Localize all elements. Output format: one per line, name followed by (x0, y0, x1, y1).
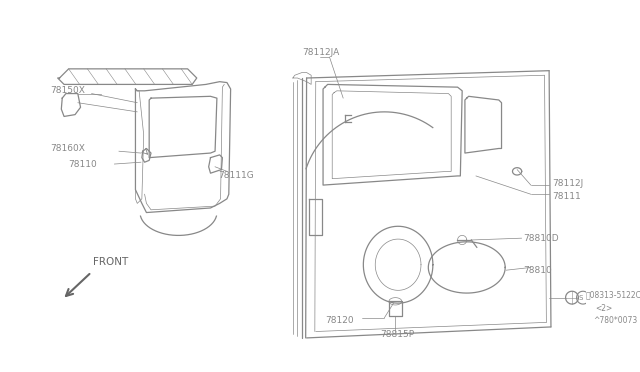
Text: 78815P: 78815P (380, 330, 414, 339)
Text: <2>: <2> (595, 304, 612, 313)
Text: FRONT: FRONT (93, 257, 129, 267)
Text: 78160X: 78160X (51, 144, 85, 153)
Text: 78112JA: 78112JA (302, 48, 339, 57)
Text: 78810D: 78810D (524, 234, 559, 243)
Text: 78810: 78810 (524, 266, 552, 275)
Text: ^780*0073: ^780*0073 (593, 316, 637, 325)
Text: 78111G: 78111G (218, 171, 253, 180)
Text: 78112J: 78112J (552, 179, 583, 188)
Text: 78150X: 78150X (51, 86, 85, 95)
Text: 78110: 78110 (68, 160, 97, 169)
Text: 78111: 78111 (552, 192, 580, 202)
Text: Ⓜ08313-5122C: Ⓜ08313-5122C (586, 291, 640, 299)
Text: S: S (578, 295, 582, 301)
Text: 78120: 78120 (325, 316, 353, 325)
